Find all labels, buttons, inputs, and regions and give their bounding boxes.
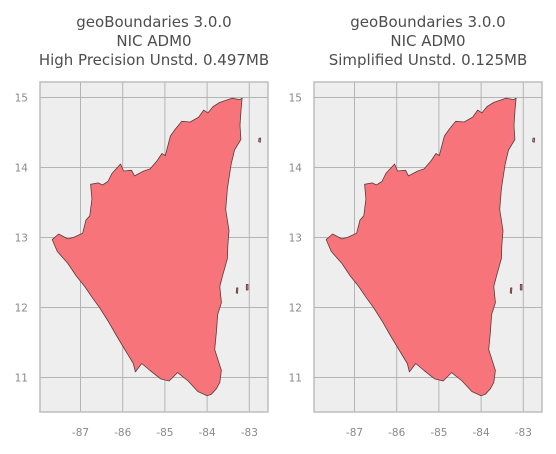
- y-tick-label: 12: [289, 303, 302, 315]
- y-tick-label: 14: [289, 163, 303, 175]
- island-polygon: [519, 284, 523, 291]
- island-polygon: [532, 137, 536, 143]
- x-tick-label: -85: [156, 427, 173, 439]
- y-tick-label: 12: [15, 303, 28, 315]
- left-title-line-3: High Precision Unstd. 0.497MB: [38, 51, 270, 69]
- island-polygon: [509, 287, 513, 294]
- x-tick-label: -85: [430, 427, 447, 439]
- x-tick-label: -84: [199, 427, 216, 439]
- y-tick-label: 11: [15, 373, 28, 385]
- y-tick-label: 13: [15, 233, 28, 245]
- right-panel-title: geoBoundaries 3.0.0 NIC ADM0 Simplified …: [293, 13, 556, 70]
- left-map-panel: -87 -86 -85 -84 -83 15 14 13 12 11: [15, 81, 269, 439]
- y-tick-label: 11: [289, 373, 302, 385]
- x-tick-label: -83: [515, 427, 532, 439]
- x-tick-label: -83: [241, 427, 258, 439]
- y-tick-label: 14: [15, 163, 29, 175]
- island-polygon: [258, 137, 262, 143]
- x-tick-label: -87: [72, 427, 89, 439]
- y-tick-label: 15: [289, 93, 302, 105]
- country-polygon: [51, 97, 243, 397]
- right-title-line-3: Simplified Unstd. 0.125MB: [328, 51, 528, 69]
- right-title-line-2: NIC ADM0: [390, 32, 466, 50]
- right-map-panel: -87 -86 -85 -84 -83 15 14 13 12 11: [289, 81, 543, 439]
- left-title-line-2: NIC ADM0: [116, 32, 192, 50]
- left-panel-title: geoBoundaries 3.0.0 NIC ADM0 High Precis…: [19, 13, 289, 70]
- y-tick-label: 15: [15, 93, 28, 105]
- y-tick-label: 13: [289, 233, 302, 245]
- x-tick-label: -86: [388, 427, 405, 439]
- x-tick-label: -87: [346, 427, 363, 439]
- country-polygon: [325, 97, 517, 397]
- left-title-line-1: geoBoundaries 3.0.0: [76, 13, 232, 31]
- x-tick-label: -84: [473, 427, 490, 439]
- right-title-line-1: geoBoundaries 3.0.0: [350, 13, 506, 31]
- x-tick-label: -86: [114, 427, 131, 439]
- island-polygon: [235, 287, 239, 294]
- island-polygon: [245, 284, 249, 291]
- map-frame: [313, 81, 543, 413]
- map-frame: [39, 81, 269, 413]
